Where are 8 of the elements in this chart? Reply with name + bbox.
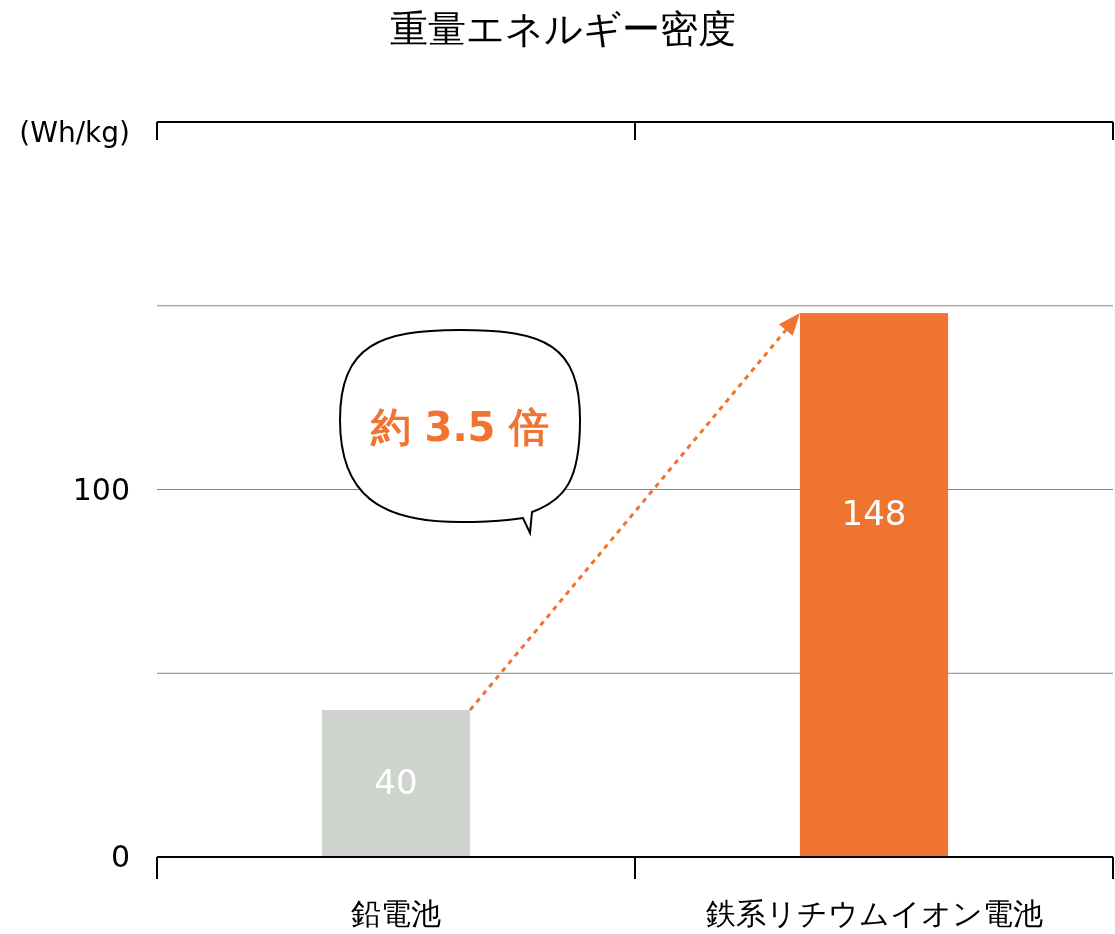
x-tick-label: 鉄系リチウムイオン電池 bbox=[705, 896, 1043, 931]
x-tick-label: 鉛電池 bbox=[351, 896, 441, 931]
annotation: 約 3.5 倍 bbox=[369, 404, 550, 450]
y-tick-label: 100 bbox=[72, 471, 130, 507]
chart-title: 重量エネルギー密度 bbox=[390, 7, 736, 51]
y-axis-title: (Wh/kg) bbox=[19, 116, 130, 149]
data-label: 148 bbox=[841, 493, 907, 534]
y-tick-label: 0 bbox=[110, 839, 130, 874]
